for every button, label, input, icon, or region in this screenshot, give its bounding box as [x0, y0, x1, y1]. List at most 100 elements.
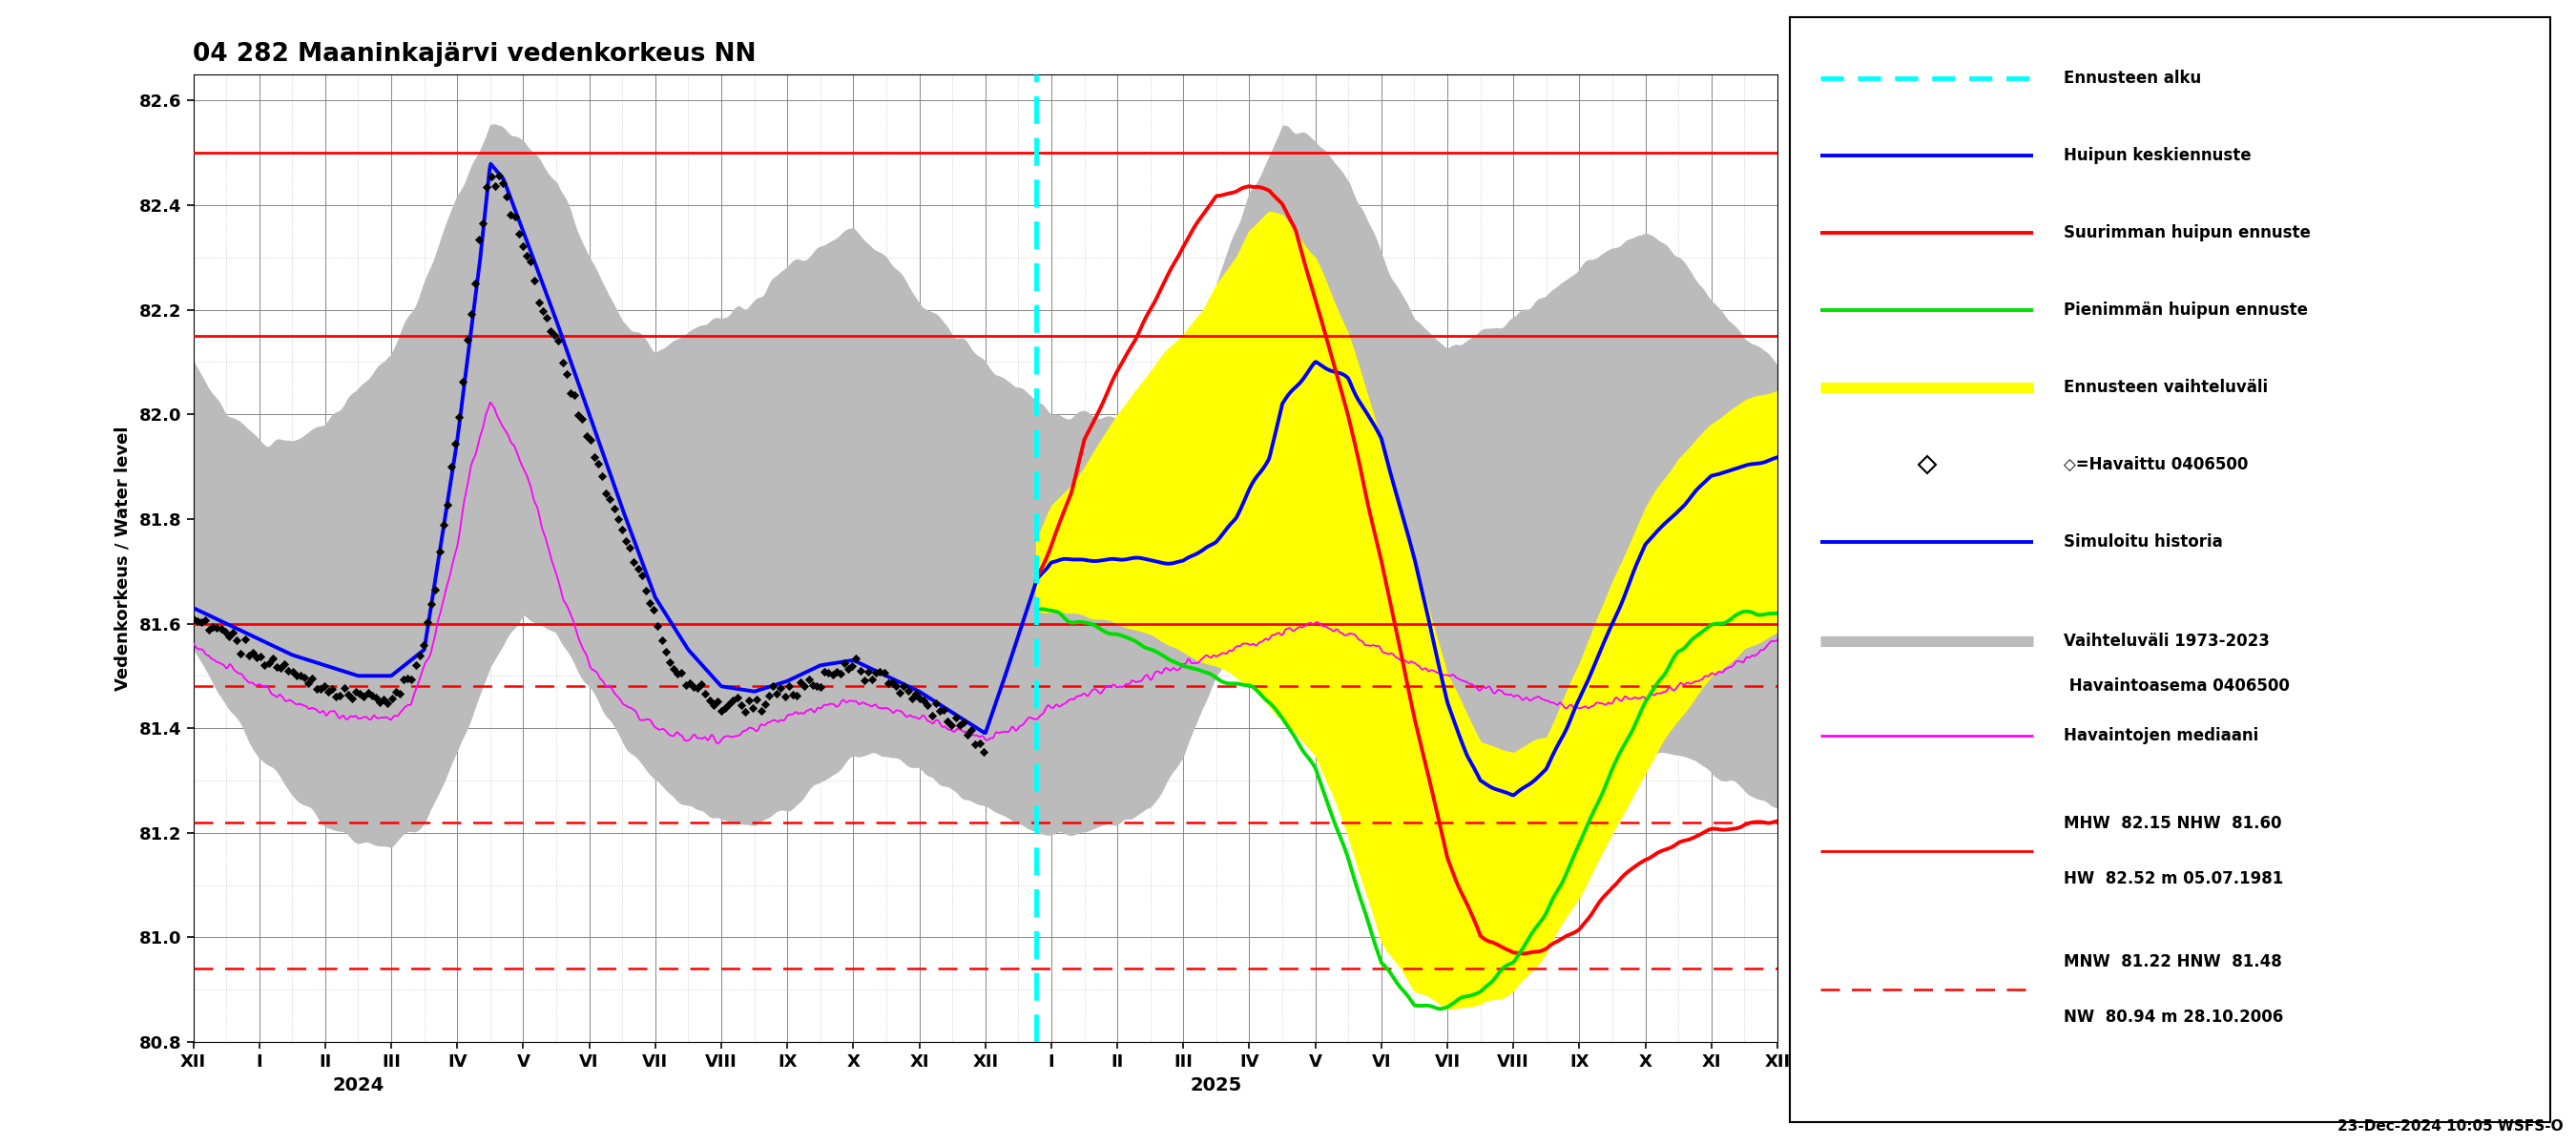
Point	[569, 431, 611, 449]
Point	[348, 684, 389, 702]
Point	[773, 686, 814, 704]
Point	[670, 673, 711, 692]
Point	[688, 692, 729, 710]
Point	[185, 611, 227, 630]
Point	[618, 560, 659, 578]
Point	[636, 617, 677, 635]
Point	[229, 647, 270, 665]
Point	[219, 645, 260, 663]
Text: HW  82.52 m 05.07.1981: HW 82.52 m 05.07.1981	[2063, 870, 2282, 887]
Point	[943, 713, 984, 732]
Point	[446, 331, 487, 349]
Point	[209, 627, 250, 646]
Point	[791, 676, 832, 694]
Point	[188, 621, 229, 639]
Point	[510, 253, 551, 271]
Point	[466, 177, 507, 196]
Point	[178, 613, 219, 631]
Point	[868, 674, 909, 693]
Point	[384, 671, 425, 689]
Point	[832, 657, 873, 676]
Point	[716, 688, 757, 706]
Point	[696, 692, 737, 710]
Point	[907, 696, 948, 714]
Text: Havaintojen mediaani: Havaintojen mediaani	[2063, 727, 2259, 744]
Point	[497, 224, 538, 243]
Point	[451, 305, 492, 323]
Point	[371, 689, 412, 708]
Point	[340, 685, 381, 703]
Point	[600, 520, 641, 538]
Point	[232, 643, 273, 662]
Point	[204, 623, 245, 641]
Point	[245, 656, 286, 674]
Point	[871, 673, 912, 692]
Point	[680, 676, 721, 694]
Point	[247, 654, 289, 672]
Point	[268, 662, 309, 680]
Point	[319, 687, 361, 705]
Point	[927, 712, 969, 731]
Point	[706, 698, 747, 717]
Point	[531, 322, 572, 340]
Point	[781, 673, 822, 692]
Point	[729, 690, 770, 709]
Point	[649, 653, 690, 671]
Point	[438, 408, 479, 426]
Point	[549, 385, 590, 403]
Point	[211, 624, 252, 642]
Text: 23-Dec-2024 10:05 WSFS-O: 23-Dec-2024 10:05 WSFS-O	[2336, 1120, 2563, 1134]
Point	[775, 686, 817, 704]
Point	[788, 670, 829, 688]
Point	[386, 670, 428, 688]
Point	[237, 648, 278, 666]
Point	[273, 663, 314, 681]
Point	[863, 663, 904, 681]
Point	[590, 489, 631, 507]
Point	[592, 499, 634, 518]
Point	[672, 678, 714, 696]
Point	[428, 495, 469, 513]
Point	[951, 720, 992, 739]
Point	[899, 689, 940, 708]
Point	[394, 656, 435, 674]
Point	[912, 706, 953, 725]
Point	[958, 734, 999, 752]
Point	[335, 682, 376, 701]
Point	[526, 309, 567, 327]
Point	[224, 631, 265, 649]
Point	[819, 664, 860, 682]
Point	[363, 690, 404, 709]
Point	[914, 694, 956, 712]
Point	[724, 702, 765, 720]
Point	[904, 690, 945, 709]
Point	[878, 684, 920, 702]
Point	[312, 680, 353, 698]
Point	[701, 702, 742, 720]
Point	[752, 677, 793, 695]
Point	[443, 372, 484, 390]
Point	[693, 696, 734, 714]
Point	[471, 167, 513, 185]
Point	[538, 331, 580, 349]
Text: ◇=Havaittu 0406500: ◇=Havaittu 0406500	[2063, 456, 2249, 473]
Point	[332, 689, 374, 708]
Point	[430, 458, 471, 476]
Point	[737, 690, 778, 709]
Point	[376, 684, 417, 702]
Y-axis label: Vedenkorkeus / Water level: Vedenkorkeus / Water level	[113, 426, 131, 690]
Point	[281, 666, 322, 685]
Point	[853, 670, 894, 688]
Point	[677, 679, 719, 697]
Point	[708, 695, 750, 713]
Point	[523, 301, 564, 319]
Point	[848, 663, 889, 681]
Text: 04 282 Maaninkajärvi vedenkorkeus NN: 04 282 Maaninkajärvi vedenkorkeus NN	[193, 42, 757, 66]
Point	[276, 666, 317, 685]
Point	[922, 701, 963, 719]
Point	[355, 688, 397, 706]
Point	[358, 694, 399, 712]
Point	[626, 582, 667, 600]
Point	[260, 658, 301, 677]
Point	[392, 671, 433, 689]
